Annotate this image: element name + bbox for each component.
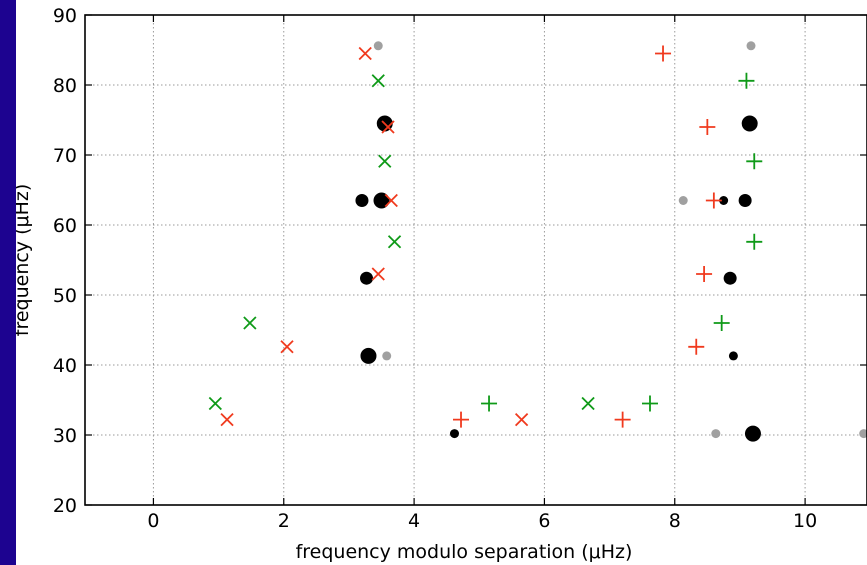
y-tick-label: 50 bbox=[53, 285, 77, 307]
plot-frame bbox=[84, 14, 867, 506]
black-circle-medium-point bbox=[723, 271, 737, 285]
x-tick-label: 10 bbox=[793, 510, 817, 532]
black-circle-medium-point bbox=[738, 194, 752, 207]
black-circle-small-point bbox=[449, 429, 459, 439]
green-plus-point bbox=[738, 72, 755, 89]
x-tick-label: 6 bbox=[538, 510, 550, 532]
green-plus-point bbox=[746, 233, 763, 250]
black-circle-medium-point bbox=[360, 271, 374, 285]
gray-circle-small-point bbox=[678, 196, 688, 205]
chart-panel: 0 2 4 6 8 10 20 30 40 50 60 70 80 90 frequency modulo… bbox=[16, 0, 867, 565]
black-circle-medium-point bbox=[355, 194, 369, 207]
y-tick-label: 90 bbox=[53, 5, 77, 27]
grid-lines bbox=[85, 15, 867, 505]
red-plus-point bbox=[453, 411, 470, 428]
gray-circle-small-point bbox=[746, 41, 756, 51]
y-tick-label: 70 bbox=[53, 145, 77, 167]
gray-circle-small-point bbox=[382, 351, 392, 361]
red-plus-point bbox=[655, 45, 672, 62]
black-circle-large-point bbox=[373, 192, 390, 209]
green-x-point bbox=[371, 74, 385, 88]
red-x-point bbox=[381, 120, 395, 134]
green-x-point bbox=[387, 235, 402, 249]
gray-circle-small-point bbox=[373, 41, 383, 51]
green-x-point bbox=[581, 396, 595, 411]
x-tick-label: 8 bbox=[669, 510, 681, 532]
red-plus-point bbox=[699, 119, 716, 135]
red-x-point bbox=[514, 412, 529, 427]
red-x-point bbox=[371, 267, 385, 281]
green-x-point bbox=[208, 396, 222, 411]
red-plus-point bbox=[696, 266, 713, 282]
green-x-point bbox=[378, 154, 392, 168]
black-circle-small-point bbox=[719, 196, 729, 205]
x-tick-label: 0 bbox=[147, 510, 159, 532]
gray-circle-small-point bbox=[859, 429, 867, 439]
y-tick-label: 40 bbox=[53, 355, 77, 377]
y-tick-label: 30 bbox=[53, 425, 77, 447]
red-x-point bbox=[220, 412, 234, 427]
red-x-point bbox=[384, 193, 398, 208]
x-tick-label: 2 bbox=[278, 510, 290, 532]
gray-circle-small-point bbox=[711, 429, 721, 439]
data-points bbox=[208, 41, 867, 442]
scatter-chart: 0 2 4 6 8 10 20 30 40 50 60 70 80 90 frequency modulo… bbox=[16, 5, 867, 563]
green-x-point bbox=[243, 316, 257, 330]
red-plus-point bbox=[614, 411, 631, 428]
x-axis-label: frequency modulo separation (μHz) bbox=[296, 541, 633, 563]
x-tick-label: 4 bbox=[408, 510, 420, 532]
green-plus-point bbox=[713, 315, 730, 331]
green-plus-point bbox=[641, 395, 658, 412]
red-plus-point bbox=[688, 338, 705, 355]
black-circle-large-point bbox=[741, 115, 758, 132]
green-plus-point bbox=[746, 153, 763, 170]
black-circle-large-point bbox=[360, 347, 377, 364]
red-plus-point bbox=[705, 192, 722, 209]
black-circle-small-point bbox=[728, 351, 738, 361]
black-circle-large-point bbox=[744, 425, 761, 442]
red-x-point bbox=[358, 46, 372, 61]
red-x-point bbox=[280, 340, 294, 354]
y-axis-label: frequency (μHz) bbox=[16, 184, 33, 337]
y-tick-label: 20 bbox=[53, 495, 77, 517]
tick-labels: 0 2 4 6 8 10 20 30 40 50 60 70 80 90 bbox=[53, 5, 817, 532]
y-tick-label: 60 bbox=[53, 215, 77, 237]
green-plus-point bbox=[481, 395, 498, 412]
y-tick-label: 80 bbox=[53, 75, 77, 97]
